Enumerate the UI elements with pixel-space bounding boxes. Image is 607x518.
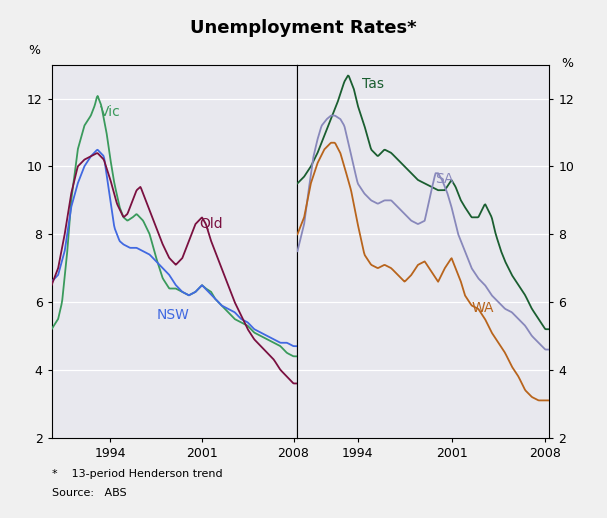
Text: SA: SA: [435, 172, 454, 186]
Text: Unemployment Rates*: Unemployment Rates*: [190, 20, 417, 37]
Text: Tas: Tas: [362, 78, 384, 92]
Text: NSW: NSW: [156, 308, 189, 322]
Y-axis label: %: %: [29, 45, 41, 57]
Text: Qld: Qld: [199, 217, 223, 231]
Text: WA: WA: [472, 301, 494, 315]
Text: *    13-period Henderson trend: * 13-period Henderson trend: [52, 469, 222, 479]
Text: Source:   ABS: Source: ABS: [52, 488, 126, 498]
Y-axis label: %: %: [561, 57, 573, 70]
Text: Vic: Vic: [100, 105, 121, 119]
